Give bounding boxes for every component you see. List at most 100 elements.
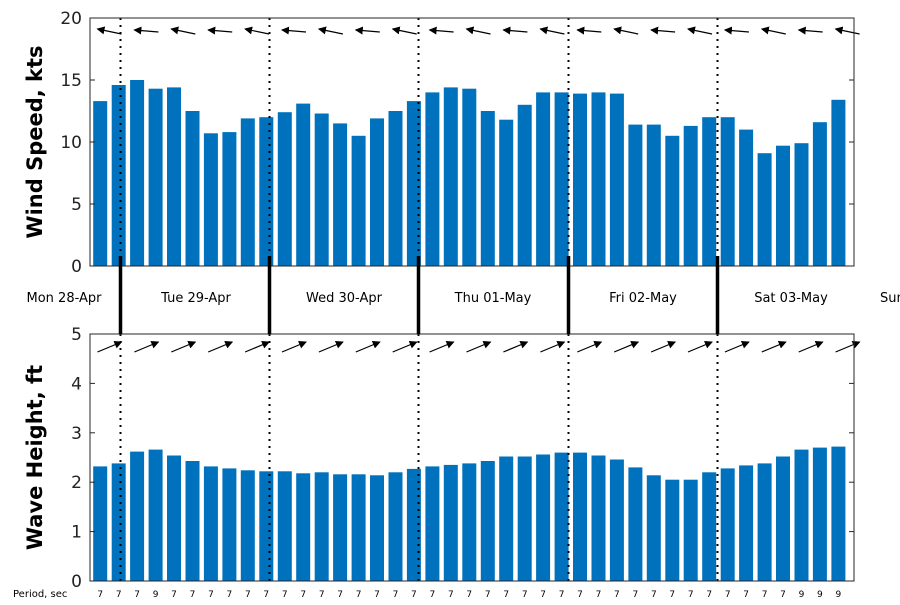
period-value-2: 7 <box>134 590 140 600</box>
period-value-19: 7 <box>448 590 454 600</box>
wave-bar-4 <box>167 455 181 581</box>
wind-bar-33 <box>702 117 717 266</box>
period-value-12: 7 <box>319 590 325 600</box>
wave-direction-arrow-6 <box>318 341 344 353</box>
wind-bar-15 <box>370 118 384 267</box>
wind-bar-35 <box>739 129 754 266</box>
day-label-3: Thu 01-May <box>454 291 532 306</box>
day-label-2: Wed 30-Apr <box>306 291 383 306</box>
day-labels: Mon 28-Apr Tue 29-Apr Wed 30-Apr Thu 01-May… <box>27 256 900 334</box>
period-value-28: 7 <box>614 590 620 600</box>
period-value-1: 7 <box>116 590 122 600</box>
period-value-23: 7 <box>522 590 528 600</box>
wave-direction-arrow-15 <box>650 341 677 353</box>
wave-bar-18 <box>425 466 440 581</box>
wind-bar-31 <box>665 135 680 266</box>
period-value-40: 9 <box>836 590 842 600</box>
wave-bar-8 <box>240 470 255 581</box>
wind-ytick-label-1: 5 <box>71 195 82 215</box>
wind-ylabel: Wind Speed, kts <box>23 45 47 238</box>
wave-direction-arrow-0 <box>97 341 123 353</box>
wave-direction-arrow-7 <box>355 341 381 353</box>
wave-bar-32 <box>683 479 698 581</box>
wave-bar-26 <box>573 452 587 581</box>
day-label-5: Sat 03-May <box>754 291 828 306</box>
period-value-14: 7 <box>356 590 362 600</box>
wave-bar-30 <box>646 475 661 581</box>
wave-bar-25 <box>554 452 569 581</box>
wind-direction-arrow-3 <box>207 26 233 35</box>
wind-bar-4 <box>167 87 181 267</box>
wave-bar-31 <box>665 479 680 581</box>
wave-bar-22 <box>499 456 514 581</box>
wave-bar-21 <box>480 461 495 581</box>
wind-bar-36 <box>757 153 772 266</box>
wind-ytick-label-0: 0 <box>71 257 82 277</box>
wind-direction-arrow-4 <box>244 26 270 35</box>
wind-bar-18 <box>425 92 440 267</box>
wind-direction-arrow-20 <box>834 26 860 35</box>
wind-bar-37 <box>776 145 790 266</box>
wind-direction-arrow-14 <box>613 26 639 35</box>
wind-direction-arrow-11 <box>502 26 528 35</box>
period-value-11: 7 <box>300 590 306 600</box>
wave-direction-arrow-11 <box>503 340 529 353</box>
wind-bar-24 <box>536 92 551 267</box>
period-value-20: 7 <box>466 590 472 600</box>
wind-bar-39 <box>812 122 827 266</box>
period-value-26: 7 <box>577 590 583 600</box>
wave-bar-11 <box>296 473 311 581</box>
day-label-1: Tue 29-Apr <box>160 291 231 306</box>
period-value-8: 7 <box>245 590 251 600</box>
wave-ytick-label-5: 5 <box>71 325 82 345</box>
wave-bar-12 <box>314 472 329 581</box>
wind-bar-25 <box>554 92 569 267</box>
wave-bar-15 <box>370 475 384 581</box>
wind-bar-21 <box>480 111 495 266</box>
wind-direction-arrow-5 <box>281 26 307 35</box>
wind-bar-40 <box>831 99 846 266</box>
wave-bar-24 <box>536 454 551 581</box>
wave-bar-16 <box>388 472 403 581</box>
wave-bar-28 <box>609 459 624 581</box>
period-value-13: 7 <box>337 590 343 600</box>
period-value-21: 7 <box>485 590 491 600</box>
period-value-39: 9 <box>817 590 823 600</box>
wave-bar-20 <box>462 463 477 581</box>
period-value-32: 7 <box>688 590 694 600</box>
wind-bar-0 <box>93 101 108 266</box>
period-value-18: 7 <box>430 590 436 600</box>
wind-direction-arrow-2 <box>170 26 196 35</box>
period-value-7: 7 <box>227 590 233 600</box>
wave-bar-36 <box>757 463 772 581</box>
wind-bar-5 <box>185 111 200 266</box>
wind-speed-panel: 0 5 10 15 20 Wind Speed, kts <box>23 9 860 277</box>
period-value-0: 7 <box>97 590 103 600</box>
wave-ytick-label-3: 3 <box>71 424 82 444</box>
period-value-27: 7 <box>596 590 602 600</box>
wind-direction-arrow-12 <box>539 26 565 35</box>
wind-direction-arrow-19 <box>797 26 823 35</box>
wind-bar-23 <box>517 104 532 266</box>
period-value-4: 7 <box>171 590 177 600</box>
wave-bar-19 <box>443 464 458 581</box>
period-value-6: 7 <box>208 590 214 600</box>
period-value-34: 7 <box>725 590 731 600</box>
wind-bar-16 <box>388 111 403 266</box>
wind-direction-arrow-15 <box>650 26 676 35</box>
wave-direction-arrow-18 <box>761 341 787 353</box>
wave-bar-38 <box>794 449 809 581</box>
wind-bar-27 <box>591 92 606 267</box>
wave-direction-arrow-2 <box>171 341 197 353</box>
wind-direction-arrow-9 <box>428 26 454 35</box>
wind-bar-7 <box>222 132 237 266</box>
wave-bar-14 <box>351 474 366 581</box>
period-value-37: 7 <box>780 590 786 600</box>
wave-ytick-label-0: 0 <box>71 572 82 592</box>
day-label-6: Sun <box>880 291 900 306</box>
period-value-24: 7 <box>540 590 546 600</box>
wave-bar-7 <box>222 468 237 581</box>
period-value-30: 7 <box>651 590 657 600</box>
wave-bar-1 <box>111 463 126 581</box>
